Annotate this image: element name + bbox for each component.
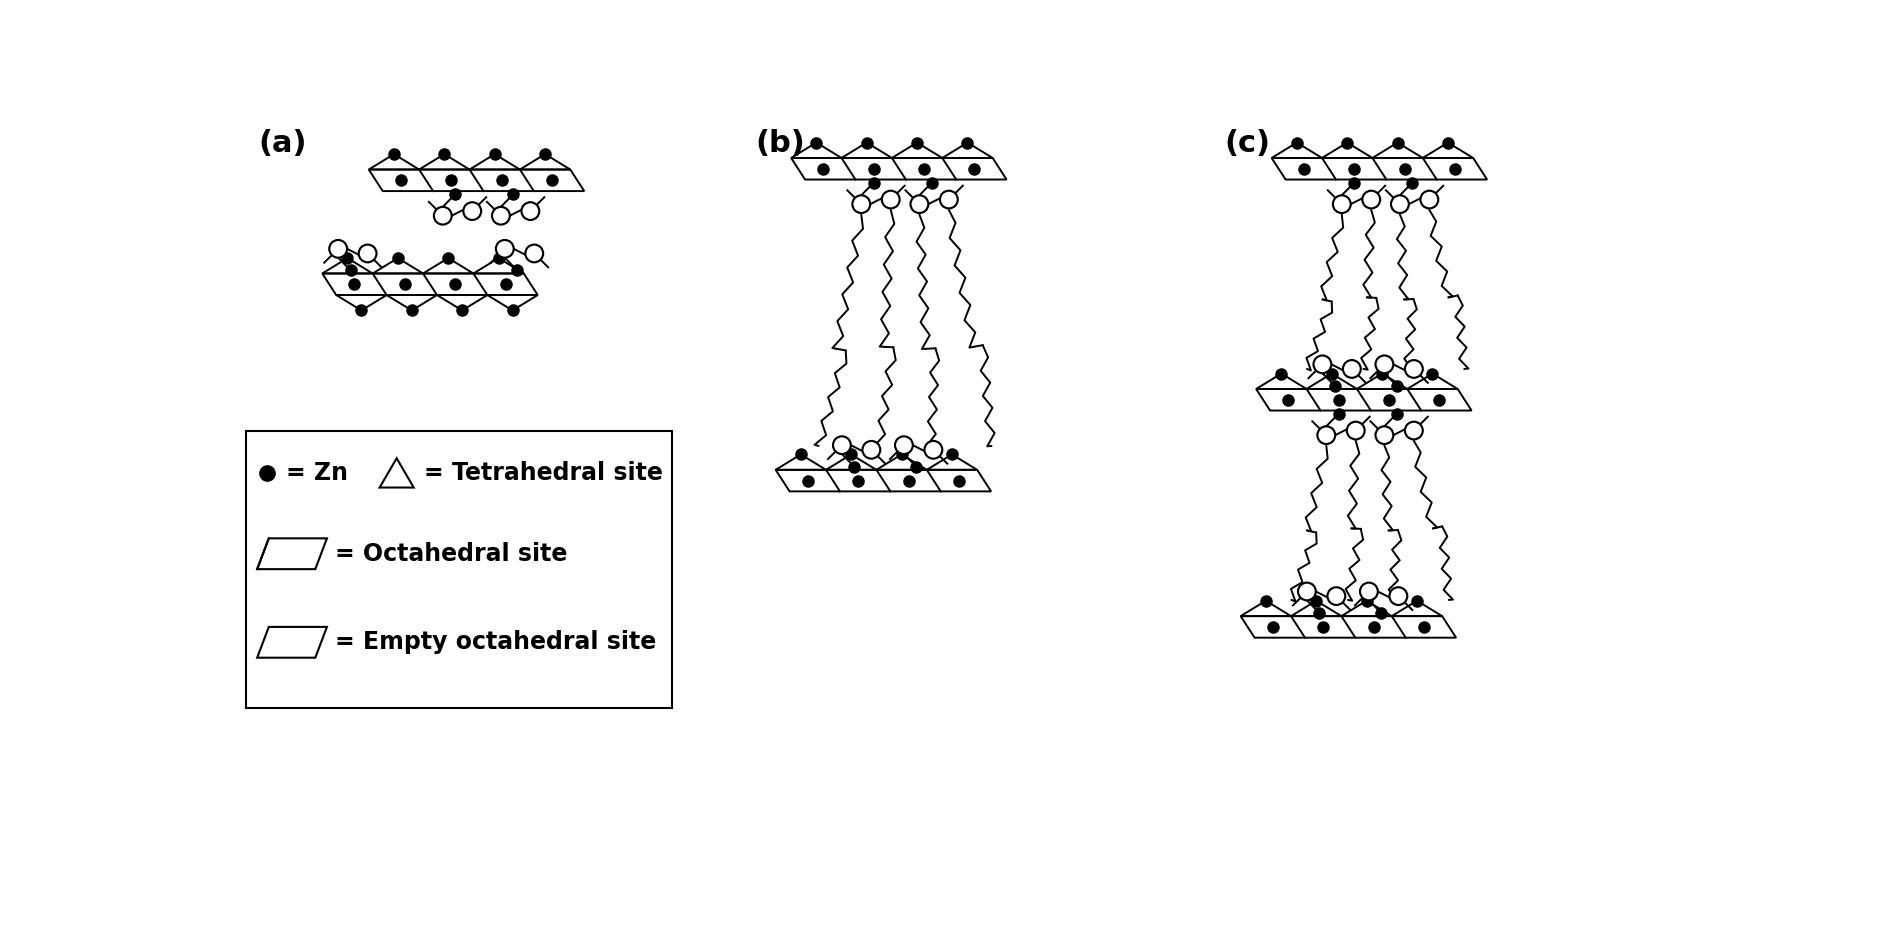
Circle shape [852, 195, 869, 213]
Circle shape [1362, 191, 1379, 208]
Circle shape [1375, 426, 1392, 444]
Circle shape [910, 195, 927, 213]
Circle shape [359, 244, 376, 263]
Circle shape [1317, 426, 1334, 444]
Circle shape [1388, 587, 1407, 605]
Circle shape [882, 191, 899, 208]
Circle shape [1404, 422, 1422, 439]
Text: (c): (c) [1224, 129, 1269, 157]
Circle shape [491, 207, 510, 225]
Text: (b): (b) [756, 129, 805, 157]
Circle shape [1343, 360, 1360, 377]
Circle shape [521, 203, 538, 220]
Circle shape [1347, 422, 1364, 439]
Circle shape [1390, 195, 1407, 213]
Circle shape [939, 191, 958, 208]
Circle shape [1421, 191, 1438, 208]
Circle shape [434, 207, 451, 225]
Text: = Tetrahedral site: = Tetrahedral site [423, 461, 663, 485]
Circle shape [1404, 360, 1422, 377]
Text: = Zn: = Zn [285, 461, 348, 485]
Circle shape [1332, 195, 1351, 213]
Text: = Empty octahedral site: = Empty octahedral site [334, 630, 655, 654]
Circle shape [463, 203, 482, 220]
Text: = Octahedral site: = Octahedral site [334, 542, 567, 566]
Circle shape [895, 437, 912, 454]
Circle shape [495, 240, 514, 258]
Circle shape [1375, 355, 1392, 373]
Text: (a): (a) [257, 129, 306, 157]
FancyBboxPatch shape [246, 430, 671, 708]
Circle shape [1298, 583, 1315, 600]
Circle shape [924, 441, 943, 459]
Circle shape [833, 437, 850, 454]
Circle shape [1326, 587, 1345, 605]
Circle shape [1360, 583, 1377, 600]
Circle shape [329, 240, 348, 258]
Circle shape [525, 244, 542, 263]
Circle shape [1313, 355, 1330, 373]
Circle shape [861, 441, 880, 459]
